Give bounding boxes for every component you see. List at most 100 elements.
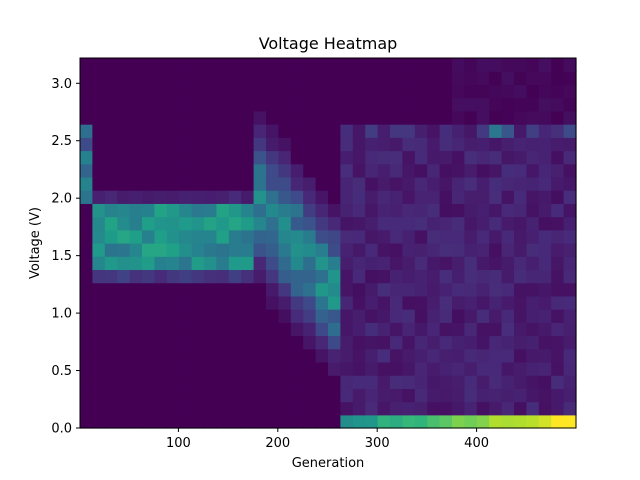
heatmap-cell: [104, 150, 118, 165]
heatmap-cell: [489, 137, 503, 152]
heatmap-cell: [538, 256, 552, 271]
heatmap-cell: [563, 295, 577, 310]
heatmap-cell: [253, 150, 267, 165]
heatmap-cell: [390, 84, 403, 99]
heatmap-cell: [241, 309, 255, 323]
heatmap-cell: [228, 243, 242, 257]
heatmap-cell: [142, 309, 155, 323]
heatmap-cell: [489, 176, 503, 191]
heatmap-cell: [278, 97, 292, 112]
heatmap-cell: [315, 361, 329, 376]
heatmap-cell: [204, 401, 217, 416]
heatmap-cell: [166, 110, 180, 125]
heatmap-cell: [266, 84, 279, 99]
heatmap-cell: [352, 150, 366, 165]
heatmap-cell: [563, 71, 577, 86]
heatmap-cell: [92, 58, 106, 72]
heatmap-cell: [365, 401, 379, 416]
heatmap-cell: [439, 322, 453, 337]
heatmap-cell: [278, 414, 292, 429]
heatmap-cell: [340, 58, 354, 72]
heatmap-cell: [266, 176, 279, 191]
heatmap-cell: [154, 401, 168, 416]
heatmap-cell: [352, 84, 366, 99]
heatmap-cell: [340, 150, 354, 165]
heatmap-cell: [365, 295, 379, 310]
heatmap-cell: [328, 295, 341, 310]
heatmap-cell: [315, 322, 329, 337]
heatmap-cell: [328, 150, 341, 165]
heatmap-cell: [538, 361, 552, 376]
heatmap-cell: [92, 97, 106, 112]
heatmap-cell: [266, 58, 279, 72]
heatmap-cell: [365, 256, 379, 271]
heatmap-cell: [303, 335, 317, 350]
heatmap-cell: [427, 97, 441, 112]
heatmap-cell: [80, 190, 93, 204]
heatmap-cell: [92, 256, 106, 271]
heatmap-cell: [501, 203, 515, 218]
heatmap-cell: [439, 84, 453, 99]
heatmap-cell: [92, 388, 106, 403]
heatmap-cell: [303, 163, 317, 178]
heatmap-cell: [179, 256, 193, 271]
heatmap-cell: [80, 229, 93, 244]
heatmap-cell: [352, 229, 366, 244]
heatmap-cell: [526, 335, 540, 350]
heatmap-cell: [266, 243, 279, 257]
heatmap-cell: [476, 269, 490, 284]
heatmap-cell: [179, 229, 193, 244]
heatmap-cell: [464, 309, 478, 323]
heatmap-cell: [563, 361, 577, 376]
heatmap-cell: [303, 282, 317, 297]
heatmap-cell: [439, 401, 453, 416]
heatmap-cell: [452, 124, 465, 138]
heatmap-cell: [117, 110, 131, 125]
heatmap-cell: [80, 150, 93, 165]
heatmap-cell: [340, 84, 354, 99]
heatmap-cell: [104, 216, 118, 231]
heatmap-cell: [142, 322, 155, 337]
heatmap-cell: [414, 176, 428, 191]
heatmap-cell: [365, 361, 379, 376]
heatmap-cell: [303, 375, 317, 389]
heatmap-cell: [204, 269, 217, 284]
heatmap-cell: [365, 176, 379, 191]
heatmap-cell: [303, 110, 317, 125]
heatmap-cell: [526, 414, 540, 429]
heatmap-cell: [377, 58, 391, 72]
heatmap-cell: [328, 335, 341, 350]
y-tick-label: 0.5: [51, 364, 72, 379]
heatmap-cell: [92, 348, 106, 363]
heatmap-cell: [179, 71, 193, 86]
heatmap-cell: [315, 269, 329, 284]
heatmap-cell: [166, 97, 180, 112]
heatmap-cell: [365, 229, 379, 244]
heatmap-cell: [563, 124, 577, 138]
heatmap-cell: [501, 414, 515, 429]
heatmap-cell: [166, 176, 180, 191]
heatmap-cell: [228, 414, 242, 429]
heatmap-cell: [80, 375, 93, 389]
heatmap-cell: [439, 97, 453, 112]
heatmap-cell: [80, 84, 93, 99]
heatmap-cell: [117, 414, 131, 429]
heatmap-cell: [117, 401, 131, 416]
heatmap-cell: [92, 176, 106, 191]
heatmap-cell: [427, 348, 441, 363]
heatmap-cell: [154, 335, 168, 350]
heatmap-cell: [352, 322, 366, 337]
heatmap-cell: [551, 124, 565, 138]
heatmap-cell: [142, 335, 155, 350]
heatmap-cell: [501, 176, 515, 191]
heatmap-cell: [551, 190, 565, 204]
heatmap-cell: [452, 322, 465, 337]
heatmap-cell: [489, 58, 503, 72]
heatmap-cell: [216, 203, 230, 218]
heatmap-cell: [402, 361, 416, 376]
heatmap-cell: [452, 243, 465, 257]
heatmap-cell: [439, 269, 453, 284]
heatmap-cell: [352, 58, 366, 72]
heatmap-cell: [563, 309, 577, 323]
heatmap-cell: [414, 84, 428, 99]
